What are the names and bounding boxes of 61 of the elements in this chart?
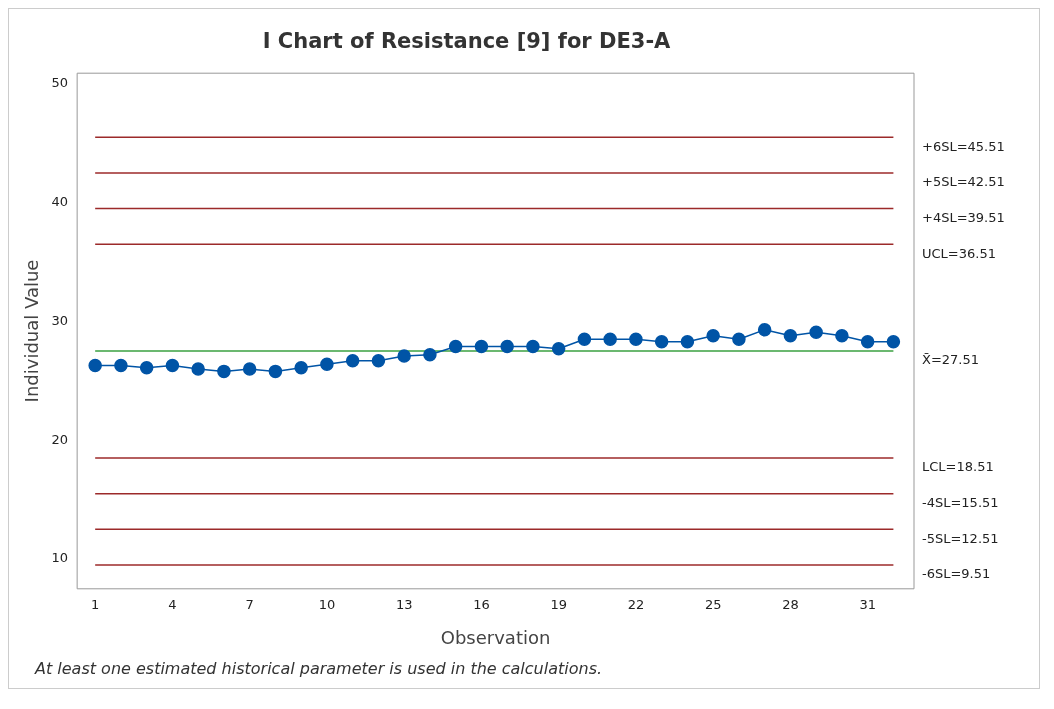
point bbox=[345, 353, 360, 368]
x-tick-label: 28 bbox=[782, 596, 799, 612]
point bbox=[757, 323, 772, 337]
point bbox=[217, 364, 231, 379]
x-tick-label: 1 bbox=[91, 596, 100, 612]
x-tick-label: 31 bbox=[859, 596, 876, 612]
point bbox=[397, 349, 411, 363]
point bbox=[242, 362, 257, 376]
point bbox=[732, 332, 746, 347]
x-tick-label: 25 bbox=[704, 596, 722, 612]
point bbox=[320, 357, 334, 372]
point bbox=[551, 342, 566, 356]
ref-line-label: UCL=36.51 bbox=[922, 245, 996, 261]
x-tick-label: 7 bbox=[245, 596, 254, 612]
y-tick-label: 40 bbox=[51, 194, 69, 210]
point bbox=[783, 329, 798, 343]
ref-line-label: +5SL=42.51 bbox=[922, 174, 1005, 190]
x-tick-label: 4 bbox=[168, 596, 177, 612]
point bbox=[603, 332, 617, 347]
point bbox=[860, 334, 875, 349]
x-tick-label: 19 bbox=[550, 596, 567, 612]
point bbox=[114, 358, 128, 373]
ref-line-label: +6SL=45.51 bbox=[922, 138, 1005, 154]
point bbox=[448, 339, 463, 354]
y-tick-label: 30 bbox=[51, 312, 69, 328]
ref-line-label: -6SL=9.51 bbox=[922, 566, 991, 582]
point bbox=[526, 339, 540, 354]
y-tick-label: 20 bbox=[51, 431, 69, 447]
point bbox=[423, 348, 437, 362]
point bbox=[474, 339, 489, 354]
x-axis-title: Observation bbox=[440, 626, 551, 648]
point bbox=[88, 358, 102, 373]
point bbox=[706, 329, 720, 343]
point bbox=[268, 364, 283, 379]
point bbox=[629, 332, 643, 347]
point bbox=[500, 339, 514, 354]
y-tick-label: 10 bbox=[51, 550, 69, 566]
ref-line-label: -4SL=15.51 bbox=[922, 495, 999, 511]
y-tick-label: 50 bbox=[51, 75, 69, 91]
point bbox=[165, 358, 180, 373]
point bbox=[886, 334, 901, 349]
x-tick-label: 16 bbox=[473, 596, 490, 612]
ref-line-label: X̄=27.51 bbox=[922, 352, 980, 368]
x-tick-label: 13 bbox=[395, 596, 413, 612]
point bbox=[191, 362, 205, 376]
point bbox=[654, 334, 669, 349]
ref-line-label: -5SL=12.51 bbox=[922, 530, 999, 546]
point bbox=[371, 353, 386, 368]
point bbox=[809, 325, 823, 339]
x-tick-label: 22 bbox=[627, 596, 645, 612]
point bbox=[680, 334, 695, 349]
point bbox=[835, 329, 849, 343]
point bbox=[139, 361, 154, 375]
ref-line-label: +4SL=39.51 bbox=[922, 209, 1005, 225]
point bbox=[294, 361, 308, 375]
chart-title: I Chart of Resistance [9] for DE3-A bbox=[262, 29, 672, 54]
ref-line-label: LCL=18.51 bbox=[922, 459, 994, 475]
text: At least one estimated historical parameter is used in the calculations. bbox=[33, 659, 604, 680]
y-axis-title: Individual Value bbox=[21, 259, 43, 403]
x-tick-label: 10 bbox=[318, 596, 336, 612]
point bbox=[577, 332, 592, 347]
